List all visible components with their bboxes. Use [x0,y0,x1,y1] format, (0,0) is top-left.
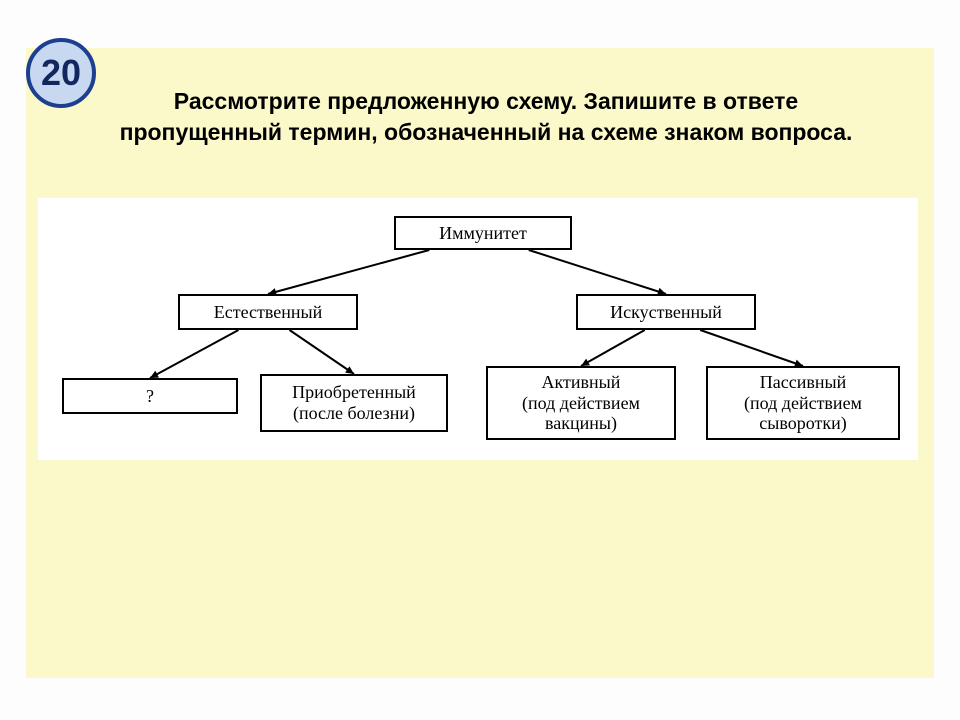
node-root: Иммунитет [394,216,572,250]
node-acq: Приобретенный(после болезни) [260,374,448,432]
node-art: Искуственный [576,294,756,330]
diagram-panel: Иммунитет Естественный Искуственный? Приобр… [38,198,918,460]
question-prompt: Рассмотрите предложенную схему. Запишите… [116,86,856,148]
question-number-text: 20 [41,52,81,94]
diagram: Иммунитет Естественный Искуственный? Приобр… [38,198,918,460]
question-number-badge: 20 [26,38,96,108]
node-q: ? [62,378,238,414]
slide-background: 20 Рассмотрите предложенную схему. Запиш… [26,48,934,678]
node-act: Активный(под действиемвакцины) [486,366,676,440]
node-pas: Пассивный(под действиемсыворотки) [706,366,900,440]
node-nat: Естественный [178,294,358,330]
